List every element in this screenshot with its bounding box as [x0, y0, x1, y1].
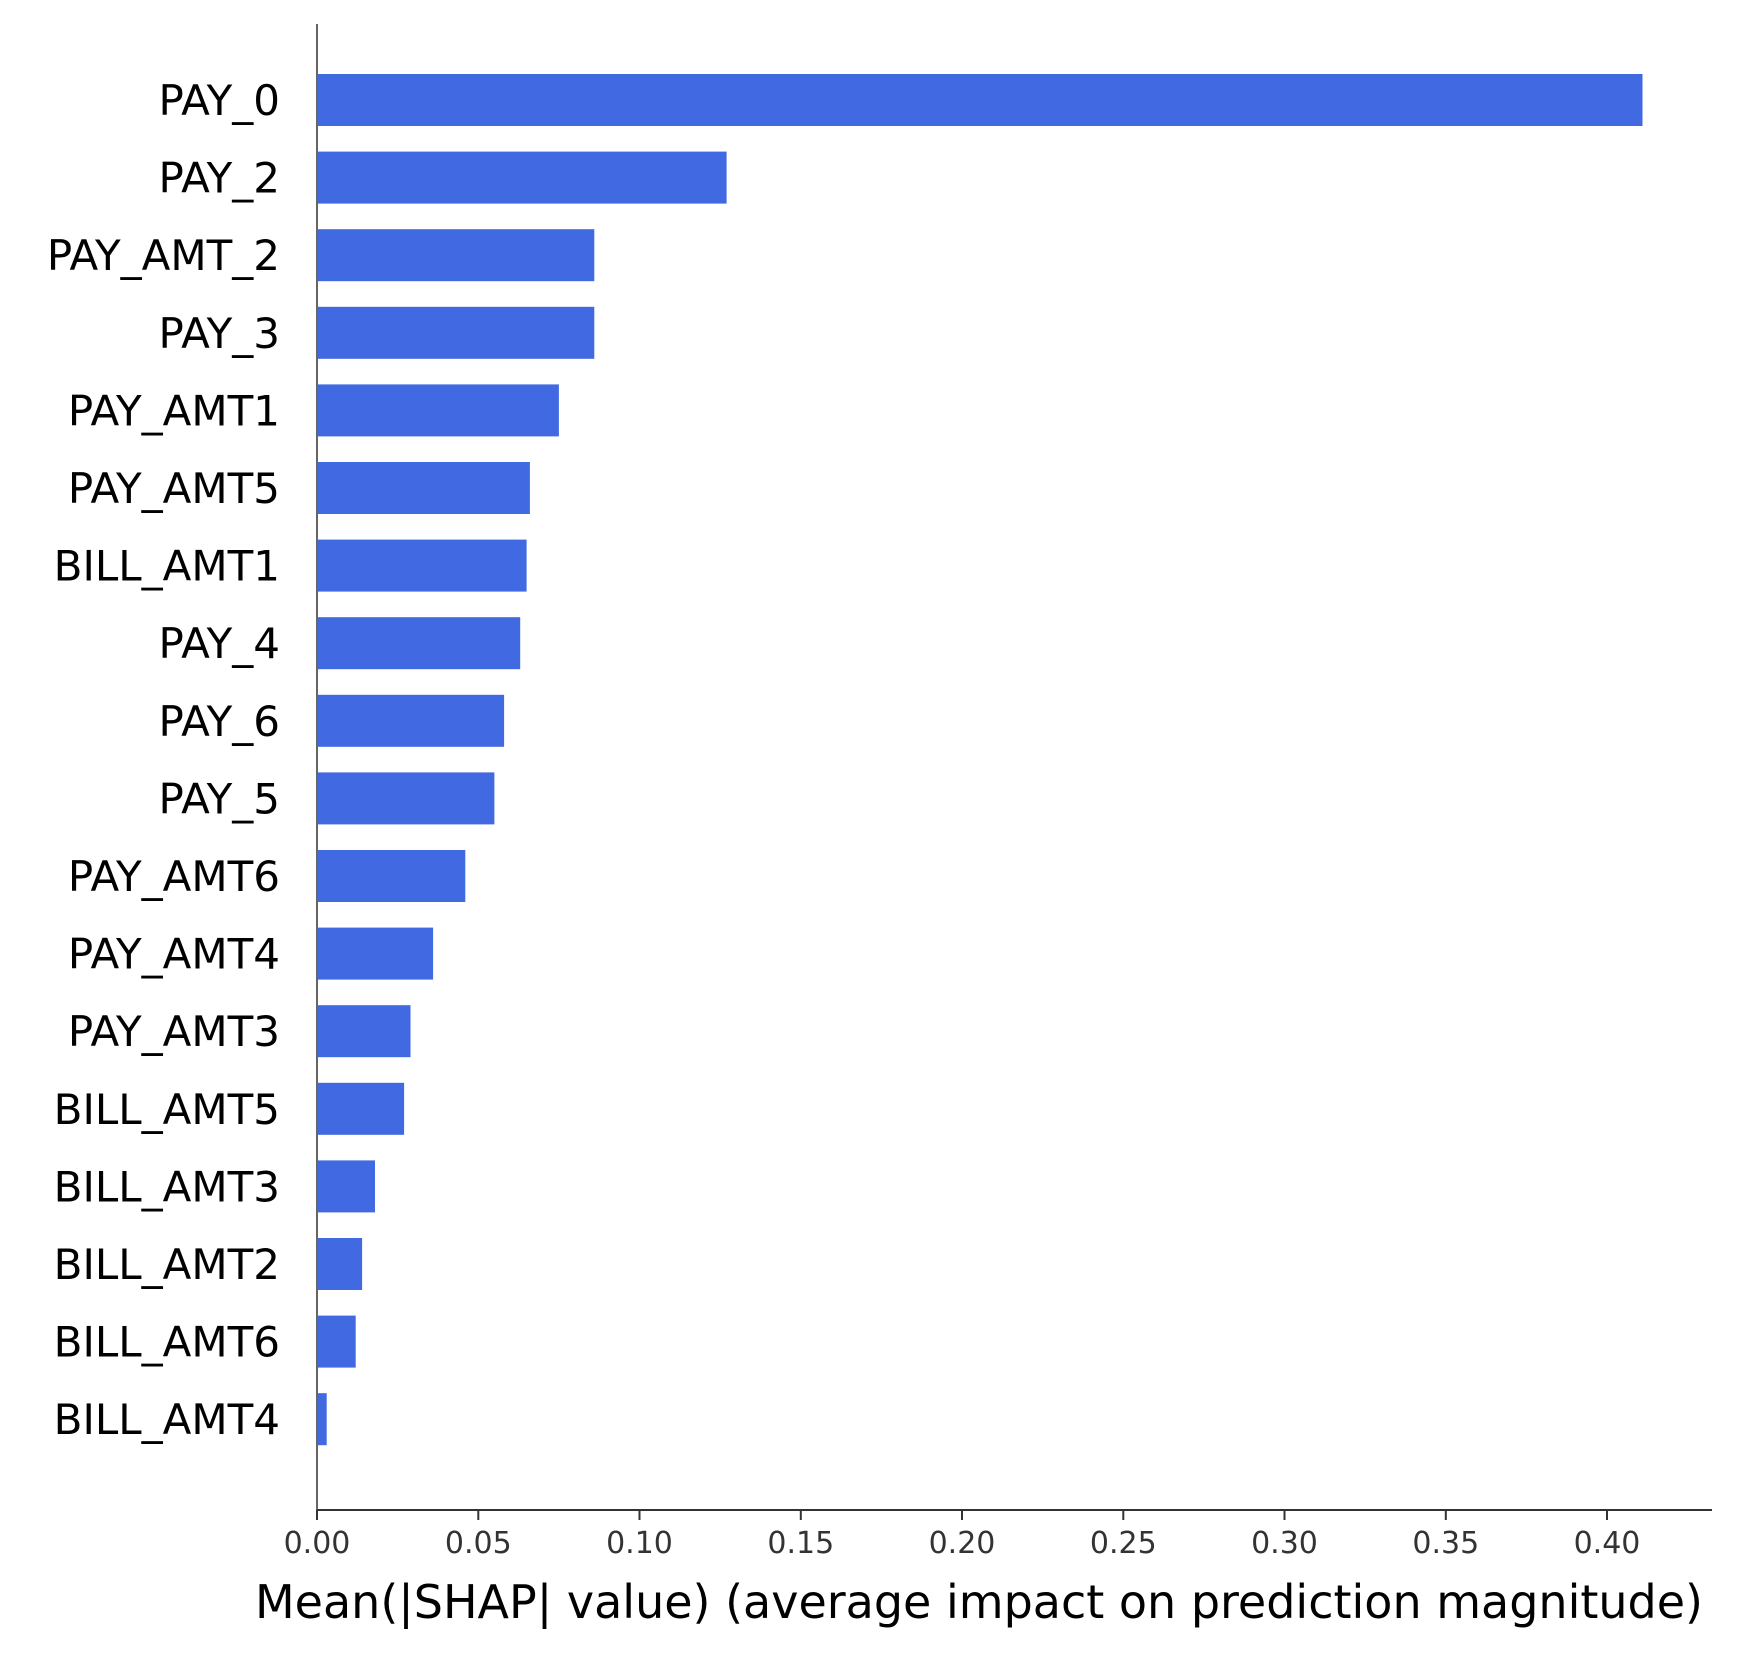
category-label: PAY_AMT6	[68, 852, 280, 901]
bar-pay-5	[317, 772, 495, 825]
bar-pay-amt1	[317, 384, 559, 437]
bar-pay-amt4	[317, 927, 434, 980]
category-label: PAY_2	[159, 154, 281, 203]
category-label: PAY_AMT_2	[47, 231, 280, 280]
x-axis-label: Mean(|SHAP| value) (average impact on pr…	[255, 1575, 1703, 1630]
category-label: PAY_AMT1	[68, 386, 280, 435]
category-label: PAY_AMT4	[68, 930, 280, 979]
bar-pay-amt3	[317, 1005, 411, 1058]
category-label: BILL_AMT1	[54, 542, 280, 591]
bar-bill-amt2	[317, 1238, 363, 1290]
bar-bill-amt4	[317, 1393, 327, 1446]
category-label: BILL_AMT5	[54, 1085, 280, 1134]
x-tick-label: 0.00	[284, 1526, 351, 1561]
x-tick-label: 0.15	[767, 1526, 834, 1561]
bars-layer	[317, 74, 1643, 1446]
category-label: PAY_4	[159, 619, 281, 668]
x-tick-label: 0.25	[1090, 1526, 1157, 1561]
bar-bill-amt5	[317, 1082, 405, 1135]
x-tick-label: 0.35	[1412, 1526, 1479, 1561]
x-tick-label: 0.40	[1574, 1526, 1641, 1561]
category-label: BILL_AMT4	[54, 1395, 280, 1444]
bar-pay-0	[317, 74, 1643, 126]
bar-pay-amt5	[317, 462, 530, 514]
bar-pay-4	[317, 617, 521, 670]
bar-pay-3	[317, 306, 595, 359]
x-tick-label: 0.20	[929, 1526, 996, 1561]
category-label: PAY_0	[159, 76, 281, 125]
bar-bill-amt1	[317, 539, 527, 592]
category-label: PAY_3	[159, 309, 281, 358]
x-tick-label: 0.05	[445, 1526, 512, 1561]
x-ticks: 0.00 0.05 0.10 0.15 0.20 0.25 0.30 0.35 0.40	[284, 1510, 1641, 1561]
category-labels: PAY_0 PAY_2 PAY_AMT_2 PAY_3 PAY_AMT1 PAY_AMT5…	[47, 76, 280, 1444]
bar-pay-amt6	[317, 850, 466, 902]
category-label: BILL_AMT6	[54, 1318, 280, 1367]
category-label: PAY_AMT3	[68, 1007, 280, 1056]
bar-pay-2	[317, 151, 727, 204]
category-label: PAY_AMT5	[68, 464, 280, 513]
x-tick-label: 0.10	[606, 1526, 673, 1561]
bar-bill-amt6	[317, 1315, 356, 1368]
category-label: BILL_AMT2	[54, 1240, 280, 1289]
category-label: PAY_5	[159, 774, 281, 823]
x-tick-label: 0.30	[1251, 1526, 1318, 1561]
category-label: PAY_6	[159, 697, 281, 746]
bar-bill-amt3	[317, 1160, 375, 1213]
bar-pay-amt-2	[317, 229, 595, 282]
category-label: BILL_AMT3	[54, 1162, 280, 1211]
bar-pay-6	[317, 694, 505, 747]
